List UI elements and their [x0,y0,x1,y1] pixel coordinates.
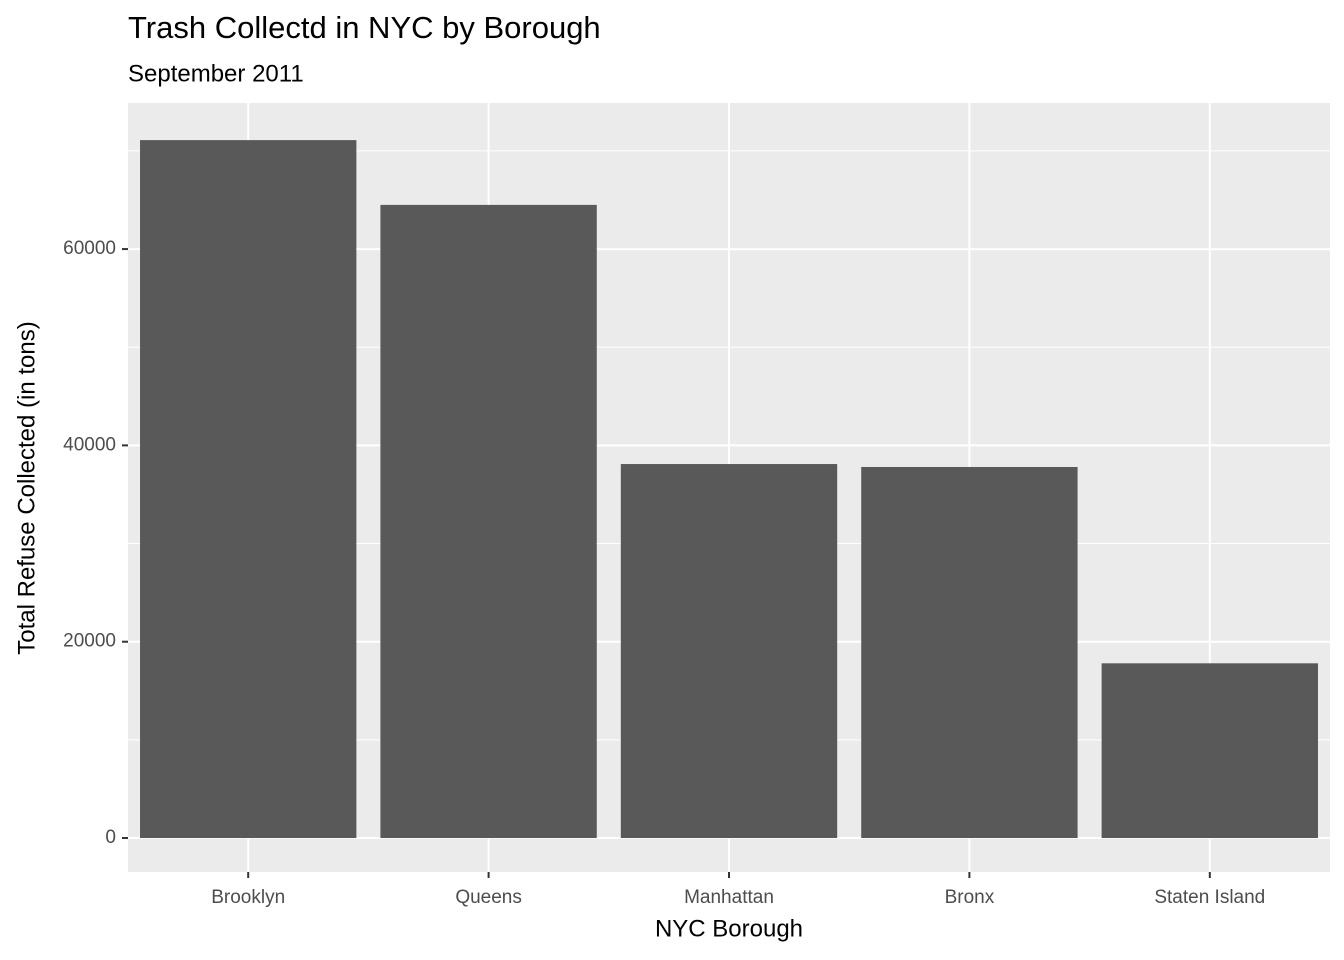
x-tick-label: Manhattan [684,887,774,908]
y-tick-label: 20000 [63,631,116,652]
bar [861,466,1078,839]
y-axis-title: Total Refuse Collected (in tons) [13,321,40,655]
bar [140,140,357,839]
bar [620,464,838,839]
y-tick-label: 60000 [63,238,116,259]
x-tick-label: Queens [455,887,522,908]
x-tick-label: Brooklyn [211,887,285,908]
y-tick-label: 0 [105,827,116,848]
y-tick-label: 40000 [63,434,116,455]
x-axis-title: NYC Borough [655,915,803,942]
bar [380,204,597,839]
x-tick-label: Staten Island [1154,887,1265,908]
chart-title: Trash Collectd in NYC by Borough [128,10,601,45]
chart-subtitle: September 2011 [128,60,304,87]
bar [1101,663,1318,839]
x-tick-label: Bronx [945,887,995,908]
